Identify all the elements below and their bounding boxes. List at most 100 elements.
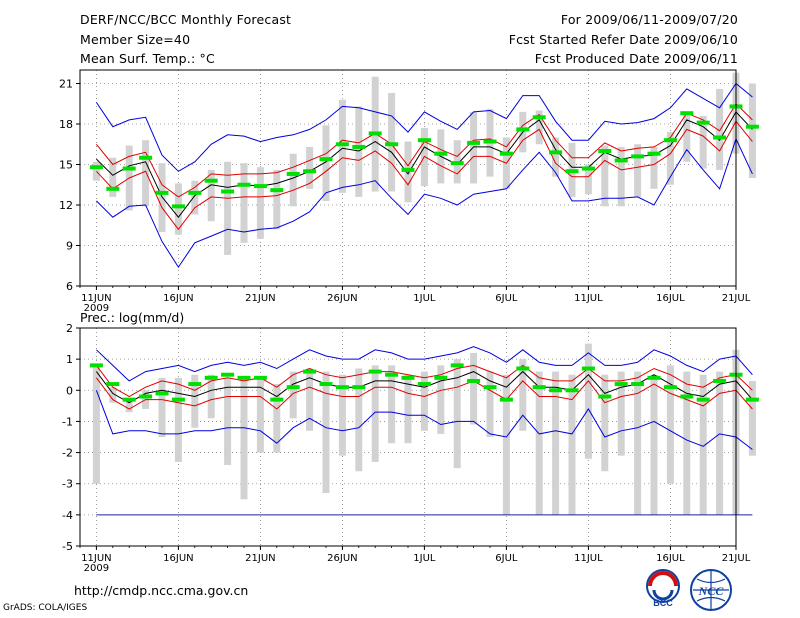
spread-bar <box>420 371 428 431</box>
series-outer_lower <box>95 390 753 450</box>
y-tick-label: 2 <box>66 322 73 335</box>
x-tick-label: 21JUN <box>245 293 275 304</box>
spread-bar <box>748 380 756 456</box>
spread-bar <box>174 377 182 462</box>
spread-bar <box>92 365 100 484</box>
series-inner_upper <box>96 364 753 398</box>
x-tick-label: 26JUN <box>327 293 357 304</box>
y-tick-label: 6 <box>66 280 73 293</box>
x-tick-label: 6JUL <box>495 553 518 564</box>
spread-bar <box>322 371 330 494</box>
median-mark <box>401 167 415 172</box>
y-tick-label: 15 <box>59 159 73 172</box>
spread-bar <box>273 169 281 230</box>
x-tick-year: 2009 <box>84 563 109 574</box>
spread-bar <box>109 387 117 403</box>
median-mark <box>614 158 628 163</box>
median-mark <box>335 142 349 147</box>
chart-title: DERF/NCC/BCC Monthly Forecast <box>80 12 292 27</box>
spread-bar <box>716 88 724 170</box>
ncc-logo: NCC <box>690 569 732 611</box>
x-tick-label: 16JUN <box>163 553 193 564</box>
median-mark <box>549 150 563 155</box>
median-mark <box>434 151 448 156</box>
series-outer_lower <box>96 137 753 269</box>
median-mark <box>713 135 727 140</box>
spread-bar <box>109 157 117 197</box>
median-mark <box>352 144 366 149</box>
median-mark <box>319 382 333 387</box>
median-mark <box>368 369 382 374</box>
source-url[interactable]: http://cmdp.ncc.cma.gov.cn <box>74 583 249 598</box>
median-mark <box>385 142 399 147</box>
variable-label: Mean Surf. Temp.: °C <box>80 51 215 66</box>
median-mark <box>122 166 136 171</box>
median-mark <box>139 155 153 160</box>
y-tick-label: -4 <box>62 509 73 522</box>
median-mark <box>319 157 333 162</box>
median-mark <box>565 388 579 393</box>
bcc-logo-text: BCC <box>653 598 673 608</box>
x-tick-label: 16JUL <box>656 553 685 564</box>
median-mark <box>696 120 710 125</box>
median-mark <box>155 190 169 195</box>
median-mark <box>303 169 317 174</box>
median-mark <box>270 188 284 193</box>
median-mark <box>516 127 530 132</box>
spread-bar <box>568 374 576 515</box>
spread-bar <box>486 371 494 437</box>
x-tick-label: 6JUL <box>495 293 518 304</box>
median-mark <box>106 186 120 191</box>
spread-bar <box>256 377 264 453</box>
produced-date: Fcst Produced Date 2009/06/11 <box>534 51 738 66</box>
series-outer_upper <box>96 346 753 382</box>
x-tick-label: 11JUL <box>574 553 603 564</box>
spread-bar <box>289 153 297 207</box>
grads-credit: GrADS: COLA/IGES <box>3 603 88 613</box>
median-mark <box>237 375 251 380</box>
median-mark <box>499 397 513 402</box>
spread-bar <box>224 161 232 255</box>
series-inner_lower <box>96 377 753 410</box>
median-mark <box>188 382 202 387</box>
median-mark <box>631 382 645 387</box>
median-mark <box>171 204 185 209</box>
spread-bar <box>92 161 100 181</box>
median-mark <box>221 189 235 194</box>
median-mark <box>286 385 300 390</box>
spread-bar <box>634 144 642 197</box>
x-tick-label: 21JUL <box>722 553 751 564</box>
median-mark <box>631 154 645 159</box>
median-mark <box>713 378 727 383</box>
y-tick-label: -1 <box>62 415 73 428</box>
spread-bar <box>404 374 412 444</box>
spread-bar <box>699 374 707 515</box>
median-mark <box>450 161 464 166</box>
x-tick-label: 21JUL <box>722 293 751 304</box>
median-mark <box>270 397 284 402</box>
median-mark <box>581 366 595 371</box>
spread-bar <box>683 371 691 515</box>
y-tick-label: 0 <box>66 384 73 397</box>
y-tick-label: 21 <box>59 78 73 91</box>
spread-bar <box>371 365 379 462</box>
x-tick-label: 11JUL <box>574 293 603 304</box>
spread-bar <box>306 146 314 189</box>
y-tick-label: 12 <box>59 199 73 212</box>
median-mark <box>171 397 185 402</box>
median-mark <box>680 394 694 399</box>
spread-bar <box>650 374 658 515</box>
spread-bar <box>191 180 199 215</box>
spread-bar <box>338 374 346 456</box>
spread-bar <box>584 343 592 459</box>
spread-bar <box>601 374 609 472</box>
median-mark <box>188 190 202 195</box>
spread-bar <box>240 377 248 500</box>
spread-bar <box>470 352 478 425</box>
spread-bar <box>125 399 133 413</box>
median-mark <box>221 372 235 377</box>
spread-bar <box>502 374 510 515</box>
spread-bar <box>535 110 543 145</box>
median-mark <box>598 394 612 399</box>
